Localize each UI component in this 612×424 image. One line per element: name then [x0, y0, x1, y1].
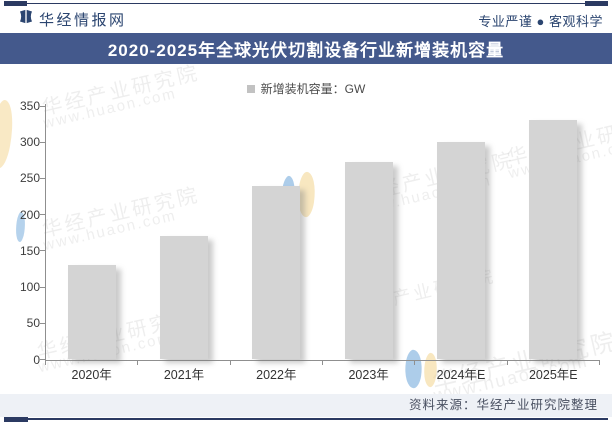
header: 华经情报网 专业严谨 ● 客观科学	[0, 8, 612, 33]
y-axis-tick-label: 350	[19, 99, 40, 113]
x-tick	[229, 360, 231, 365]
y-axis	[45, 104, 46, 361]
x-axis-label-2024年E: 2024年E	[436, 368, 486, 382]
x-axis-label-2025年E: 2025年E	[528, 368, 578, 382]
x-tick	[506, 360, 508, 365]
legend-label: 新增装机容量：GW	[260, 82, 366, 96]
bottom-rule-left-cap	[4, 415, 28, 422]
source-text: 资料来源：华经产业研究院整理	[408, 398, 598, 412]
x-tick	[598, 360, 600, 365]
y-tick	[40, 322, 45, 324]
header-slogan: 专业严谨 ● 客观科学	[478, 14, 603, 29]
y-tick	[40, 105, 45, 107]
y-axis-tick-label: 100	[19, 280, 40, 295]
top-rule	[4, 2, 608, 4]
x-axis-label-2023年: 2023年	[348, 368, 389, 382]
y-tick	[40, 286, 45, 288]
huajing-logo-icon	[18, 8, 34, 30]
bar-2024年E	[436, 142, 485, 360]
y-axis-tick-label: 250	[19, 171, 40, 186]
x-tick	[45, 360, 46, 365]
bar-2025年E	[529, 120, 578, 360]
title-band: 2020-2025年全球光伏切割设备行业新增装机容量	[0, 33, 612, 64]
chart-title: 2020-2025年全球光伏切割设备行业新增装机容量	[107, 41, 505, 60]
y-tick	[40, 214, 45, 216]
chart-legend: 新增装机容量：GW	[0, 80, 612, 97]
bottom-rule	[4, 417, 608, 420]
x-axis-label-2020年: 2020年	[71, 368, 112, 382]
x-axis	[45, 359, 600, 361]
y-tick	[40, 141, 45, 143]
bar-2020年	[67, 265, 116, 360]
brand: 华经情报网	[18, 8, 127, 30]
top-rule-right-cap	[585, 0, 608, 6]
brand-name: 华经情报网	[39, 11, 127, 29]
y-axis-tick-label: 0	[33, 352, 40, 367]
y-axis-tick-label: 150	[19, 243, 40, 258]
y-axis-tick-label: 50	[26, 316, 40, 331]
bar-2021年	[159, 236, 208, 360]
y-axis-tick-label: 300	[19, 135, 40, 150]
x-tick	[321, 360, 323, 365]
y-axis-tick-label: 200	[19, 207, 40, 222]
x-axis-label-2022年: 2022年	[256, 368, 297, 382]
x-tick	[137, 360, 139, 365]
y-tick	[40, 250, 45, 252]
x-axis-label-2021年: 2021年	[163, 368, 205, 382]
bar-2022年	[252, 185, 301, 360]
legend-swatch	[246, 84, 255, 93]
footer-band: 资料来源：华经产业研究院整理	[0, 394, 612, 417]
bar-2023年	[344, 161, 393, 360]
y-tick	[40, 177, 45, 179]
top-rule-left-cap	[4, 0, 27, 6]
y-tick	[40, 359, 45, 360]
